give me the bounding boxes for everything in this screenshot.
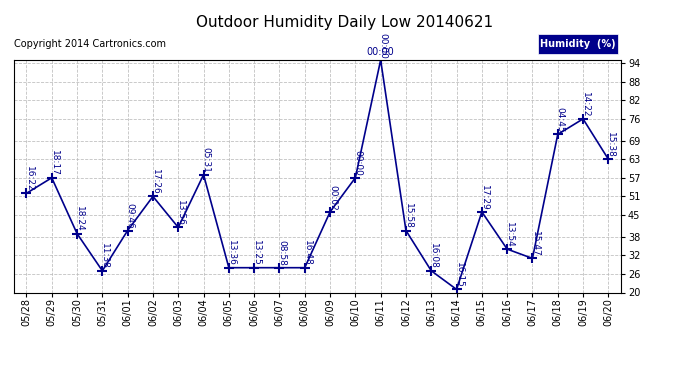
- Text: 14:22: 14:22: [581, 92, 590, 117]
- Text: 09:46: 09:46: [126, 203, 135, 229]
- Text: 16:22: 16:22: [24, 166, 34, 192]
- Text: 17:26: 17:26: [151, 169, 160, 195]
- Text: 00:00: 00:00: [367, 47, 395, 57]
- Text: 15:38: 15:38: [607, 132, 615, 158]
- Text: 16:08: 16:08: [429, 243, 438, 269]
- Text: 13:25: 13:25: [252, 240, 262, 266]
- Text: Copyright 2014 Cartronics.com: Copyright 2014 Cartronics.com: [14, 39, 166, 50]
- Text: 11:38: 11:38: [100, 243, 110, 269]
- Text: 00:02: 00:02: [328, 184, 337, 210]
- Text: 18:17: 18:17: [50, 150, 59, 176]
- Text: 05:31: 05:31: [201, 147, 210, 173]
- Text: 00:00: 00:00: [379, 33, 388, 58]
- Text: Humidity  (%): Humidity (%): [540, 39, 615, 49]
- Text: 15:58: 15:58: [404, 203, 413, 229]
- Text: 13:54: 13:54: [505, 222, 514, 248]
- Text: 00:00: 00:00: [353, 150, 362, 176]
- Text: 16:15: 16:15: [455, 262, 464, 288]
- Text: 04:45: 04:45: [555, 107, 565, 133]
- Text: 17:29: 17:29: [480, 184, 489, 210]
- Text: 13:36: 13:36: [227, 240, 236, 266]
- Text: 18:24: 18:24: [75, 206, 84, 232]
- Text: 08:58: 08:58: [277, 240, 286, 266]
- Text: 15:47: 15:47: [531, 231, 540, 257]
- Text: 13:56: 13:56: [176, 200, 186, 226]
- Text: Outdoor Humidity Daily Low 20140621: Outdoor Humidity Daily Low 20140621: [197, 15, 493, 30]
- Text: 16:48: 16:48: [303, 240, 312, 266]
